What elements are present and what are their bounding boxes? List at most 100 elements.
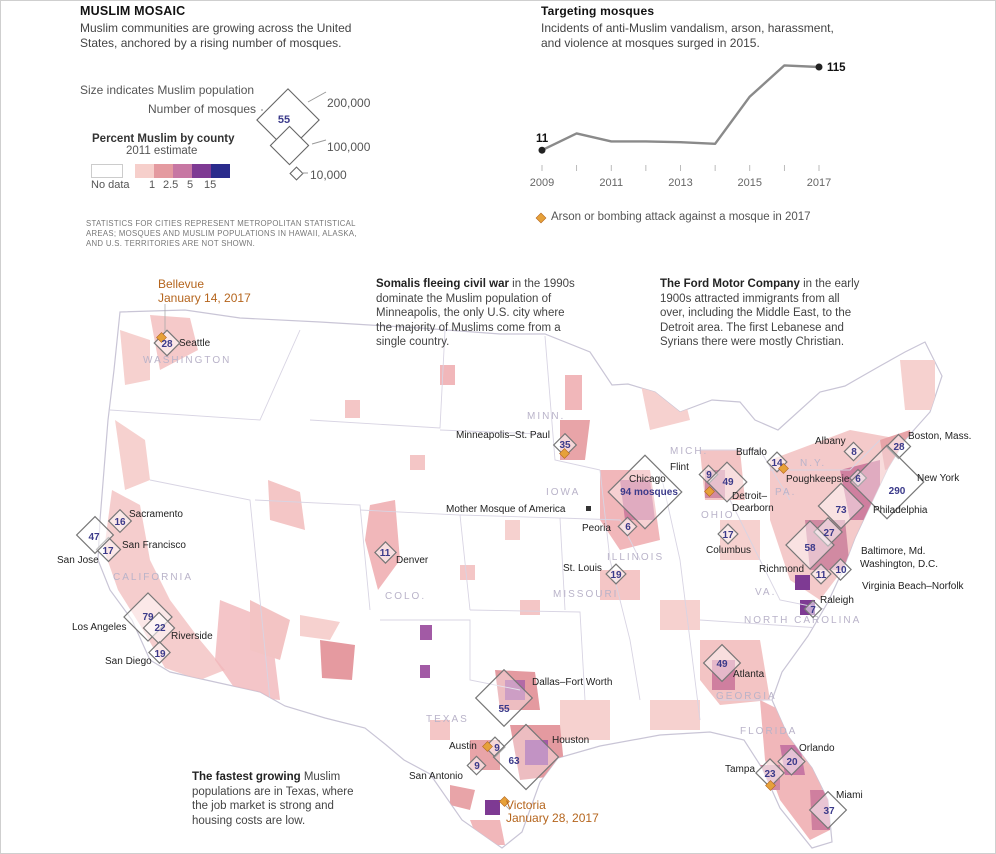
incidents-title: Targeting mosques bbox=[541, 4, 655, 18]
mosque-count-riverside: 22 bbox=[154, 623, 166, 634]
tick-2-5: 2.5 bbox=[163, 179, 179, 191]
sample-mosque-count: 55 bbox=[278, 114, 290, 126]
state-label-texas: TEXAS bbox=[426, 714, 469, 725]
tick-1: 1 bbox=[149, 179, 156, 191]
city-label-los-angeles: Los Angeles bbox=[72, 622, 127, 633]
arson-legend-label: Arson or bombing attack against a mosque… bbox=[551, 211, 811, 223]
city-label-minneapolis: Minneapolis–St. Paul bbox=[456, 430, 550, 441]
city-label-san-antonio: San Antonio bbox=[409, 771, 463, 782]
city-label-poughkeepsie: Poughkeepsie bbox=[786, 474, 850, 485]
mosque-count-san-diego: 19 bbox=[154, 649, 166, 660]
mosque-count-san-francisco: 17 bbox=[102, 546, 114, 557]
no-data-label: No data bbox=[91, 179, 130, 191]
start-value-label: 11 bbox=[536, 133, 549, 145]
footnote-line2: AREAS; MOSQUES AND MUSLIM POPULATIONS IN… bbox=[86, 229, 357, 238]
arson-markers bbox=[156, 332, 789, 807]
mosque-count-richmond: 11 bbox=[816, 570, 827, 581]
mosque-count-miami: 37 bbox=[823, 806, 835, 817]
swatch-2 bbox=[154, 164, 173, 178]
diamond-10k bbox=[289, 166, 304, 181]
texas-annotation: The fastest growing Muslim populations a… bbox=[192, 770, 354, 828]
state-label-ohio: OHIO bbox=[701, 510, 735, 521]
city-label-san-jose: San Jose bbox=[57, 555, 99, 566]
mosque-count-albany: 8 bbox=[851, 447, 857, 458]
mosque-count-virginia-beach: 10 bbox=[835, 565, 847, 576]
tick-5: 5 bbox=[187, 179, 194, 191]
mother-mosque-label: Mother Mosque of America bbox=[446, 504, 566, 515]
mosque-count-peoria: 6 bbox=[625, 522, 631, 533]
mosque-count-atlanta: 49 bbox=[716, 659, 728, 670]
mosque-count-houston: 63 bbox=[508, 756, 520, 767]
state-label-mich: MICH. bbox=[670, 446, 709, 457]
incidents-series-line bbox=[541, 64, 820, 152]
city-label-miami: Miami bbox=[836, 790, 863, 801]
percent-legend-subtitle: 2011 estimate bbox=[126, 145, 198, 157]
mosque-count-buffalo: 14 bbox=[771, 458, 783, 469]
somali-line4: the majority of Muslims come from a bbox=[376, 321, 561, 334]
city-label-flint: Flint bbox=[670, 462, 689, 473]
mosque-count-seattle: 28 bbox=[161, 339, 173, 350]
state-label-minn: MINN. bbox=[527, 411, 566, 422]
state-label-georgia: GEORGIA bbox=[716, 691, 777, 702]
city-label-raleigh: Raleigh bbox=[820, 595, 854, 606]
size-legend-label: Size indicates Muslim population bbox=[80, 83, 255, 97]
x-tick-label: 2015 bbox=[738, 177, 762, 189]
arson-diamond-icon bbox=[535, 212, 547, 224]
mother-mosque-marker bbox=[586, 506, 591, 511]
end-point bbox=[815, 63, 823, 71]
city-label-seattle: Seattle bbox=[179, 338, 211, 349]
mosque-legend-label: Number of mosques bbox=[148, 102, 257, 116]
x-tick-label: 2009 bbox=[530, 177, 554, 189]
mosque-count-philadelphia: 73 bbox=[835, 505, 847, 516]
percent-legend-title: Percent Muslim by county bbox=[92, 133, 235, 145]
city-label-boston: Boston, Mass. bbox=[908, 431, 972, 442]
x-tick-label: 2017 bbox=[807, 177, 831, 189]
page-subtitle-line1: Muslim communities are growing across th… bbox=[80, 21, 352, 35]
somali-rest: in the 1990s bbox=[508, 278, 575, 290]
page-subtitle-line2: States, anchored by a rising number of m… bbox=[80, 36, 342, 50]
state-label-missouri: MISSOURI bbox=[553, 589, 619, 600]
state-label-illinois: ILLINOIS bbox=[607, 552, 665, 563]
texas-line4: housing costs are low. bbox=[192, 814, 306, 827]
ford-line5: Syrians there were mostly Christian. bbox=[660, 336, 845, 348]
city-label-columbus: Columbus bbox=[706, 545, 752, 556]
ford-annotation: The Ford Motor Company in the early 1900… bbox=[660, 277, 859, 350]
mosque-count-minneapolis: 35 bbox=[559, 440, 571, 451]
footnote-line3: AND U.S. TERRITORIES ARE NOT SHOWN. bbox=[86, 239, 256, 248]
mosque-count-raleigh: 7 bbox=[810, 605, 816, 616]
city-label-san-diego: San Diego bbox=[105, 656, 152, 667]
city-label-orlando: Orlando bbox=[799, 743, 835, 754]
bellevue-date: January 14, 2017 bbox=[158, 291, 251, 305]
tick-15: 15 bbox=[204, 179, 217, 191]
state-label-california: CALIFORNIA bbox=[113, 572, 194, 583]
pop-200k-label: 200,000 bbox=[327, 96, 371, 110]
city-label-tampa: Tampa bbox=[725, 764, 756, 775]
mosque-count-sacramento: 16 bbox=[114, 517, 126, 528]
mosque-count-columbus: 17 bbox=[722, 530, 734, 541]
texas-line2: populations are in Texas, where bbox=[192, 785, 354, 798]
state-label-ny: N.Y. bbox=[800, 458, 827, 469]
city-label-peoria: Peoria bbox=[582, 523, 611, 534]
mosque-count-san-antonio: 9 bbox=[474, 761, 480, 772]
pop-100k-label: 100,000 bbox=[327, 140, 371, 154]
mosque-count-austin: 9 bbox=[494, 743, 500, 754]
swatch-1 bbox=[135, 164, 154, 178]
mosque-count-flint: 9 bbox=[706, 470, 712, 481]
ford-bold: The Ford Motor Company bbox=[660, 278, 800, 290]
city-label-chicago: Chicago bbox=[629, 474, 666, 485]
city-label-buffalo: Buffalo bbox=[736, 447, 767, 458]
ford-line2: 1900s attracted immigrants from all bbox=[660, 292, 840, 305]
victoria-date: January 28, 2017 bbox=[506, 811, 599, 825]
ford-rest: in the early bbox=[799, 278, 860, 290]
city-label-denver: Denver bbox=[396, 555, 429, 566]
city-label-washington: Washington, D.C. bbox=[860, 559, 938, 570]
incidents-subtitle-line2: and violence at mosques surged in 2015. bbox=[541, 36, 760, 50]
city-label-new-york: New York bbox=[917, 473, 960, 484]
diamond-200k bbox=[256, 88, 320, 152]
mosque-count-san-jose: 47 bbox=[88, 532, 100, 543]
city-label-detroit: Detroit– Dearborn bbox=[732, 491, 774, 514]
texas-rest: Muslim bbox=[300, 771, 341, 783]
x-tick-label: 2011 bbox=[599, 177, 623, 189]
somali-line2: dominate the Muslim population of bbox=[376, 292, 552, 305]
size-legend-diamonds: 55 bbox=[256, 88, 327, 181]
